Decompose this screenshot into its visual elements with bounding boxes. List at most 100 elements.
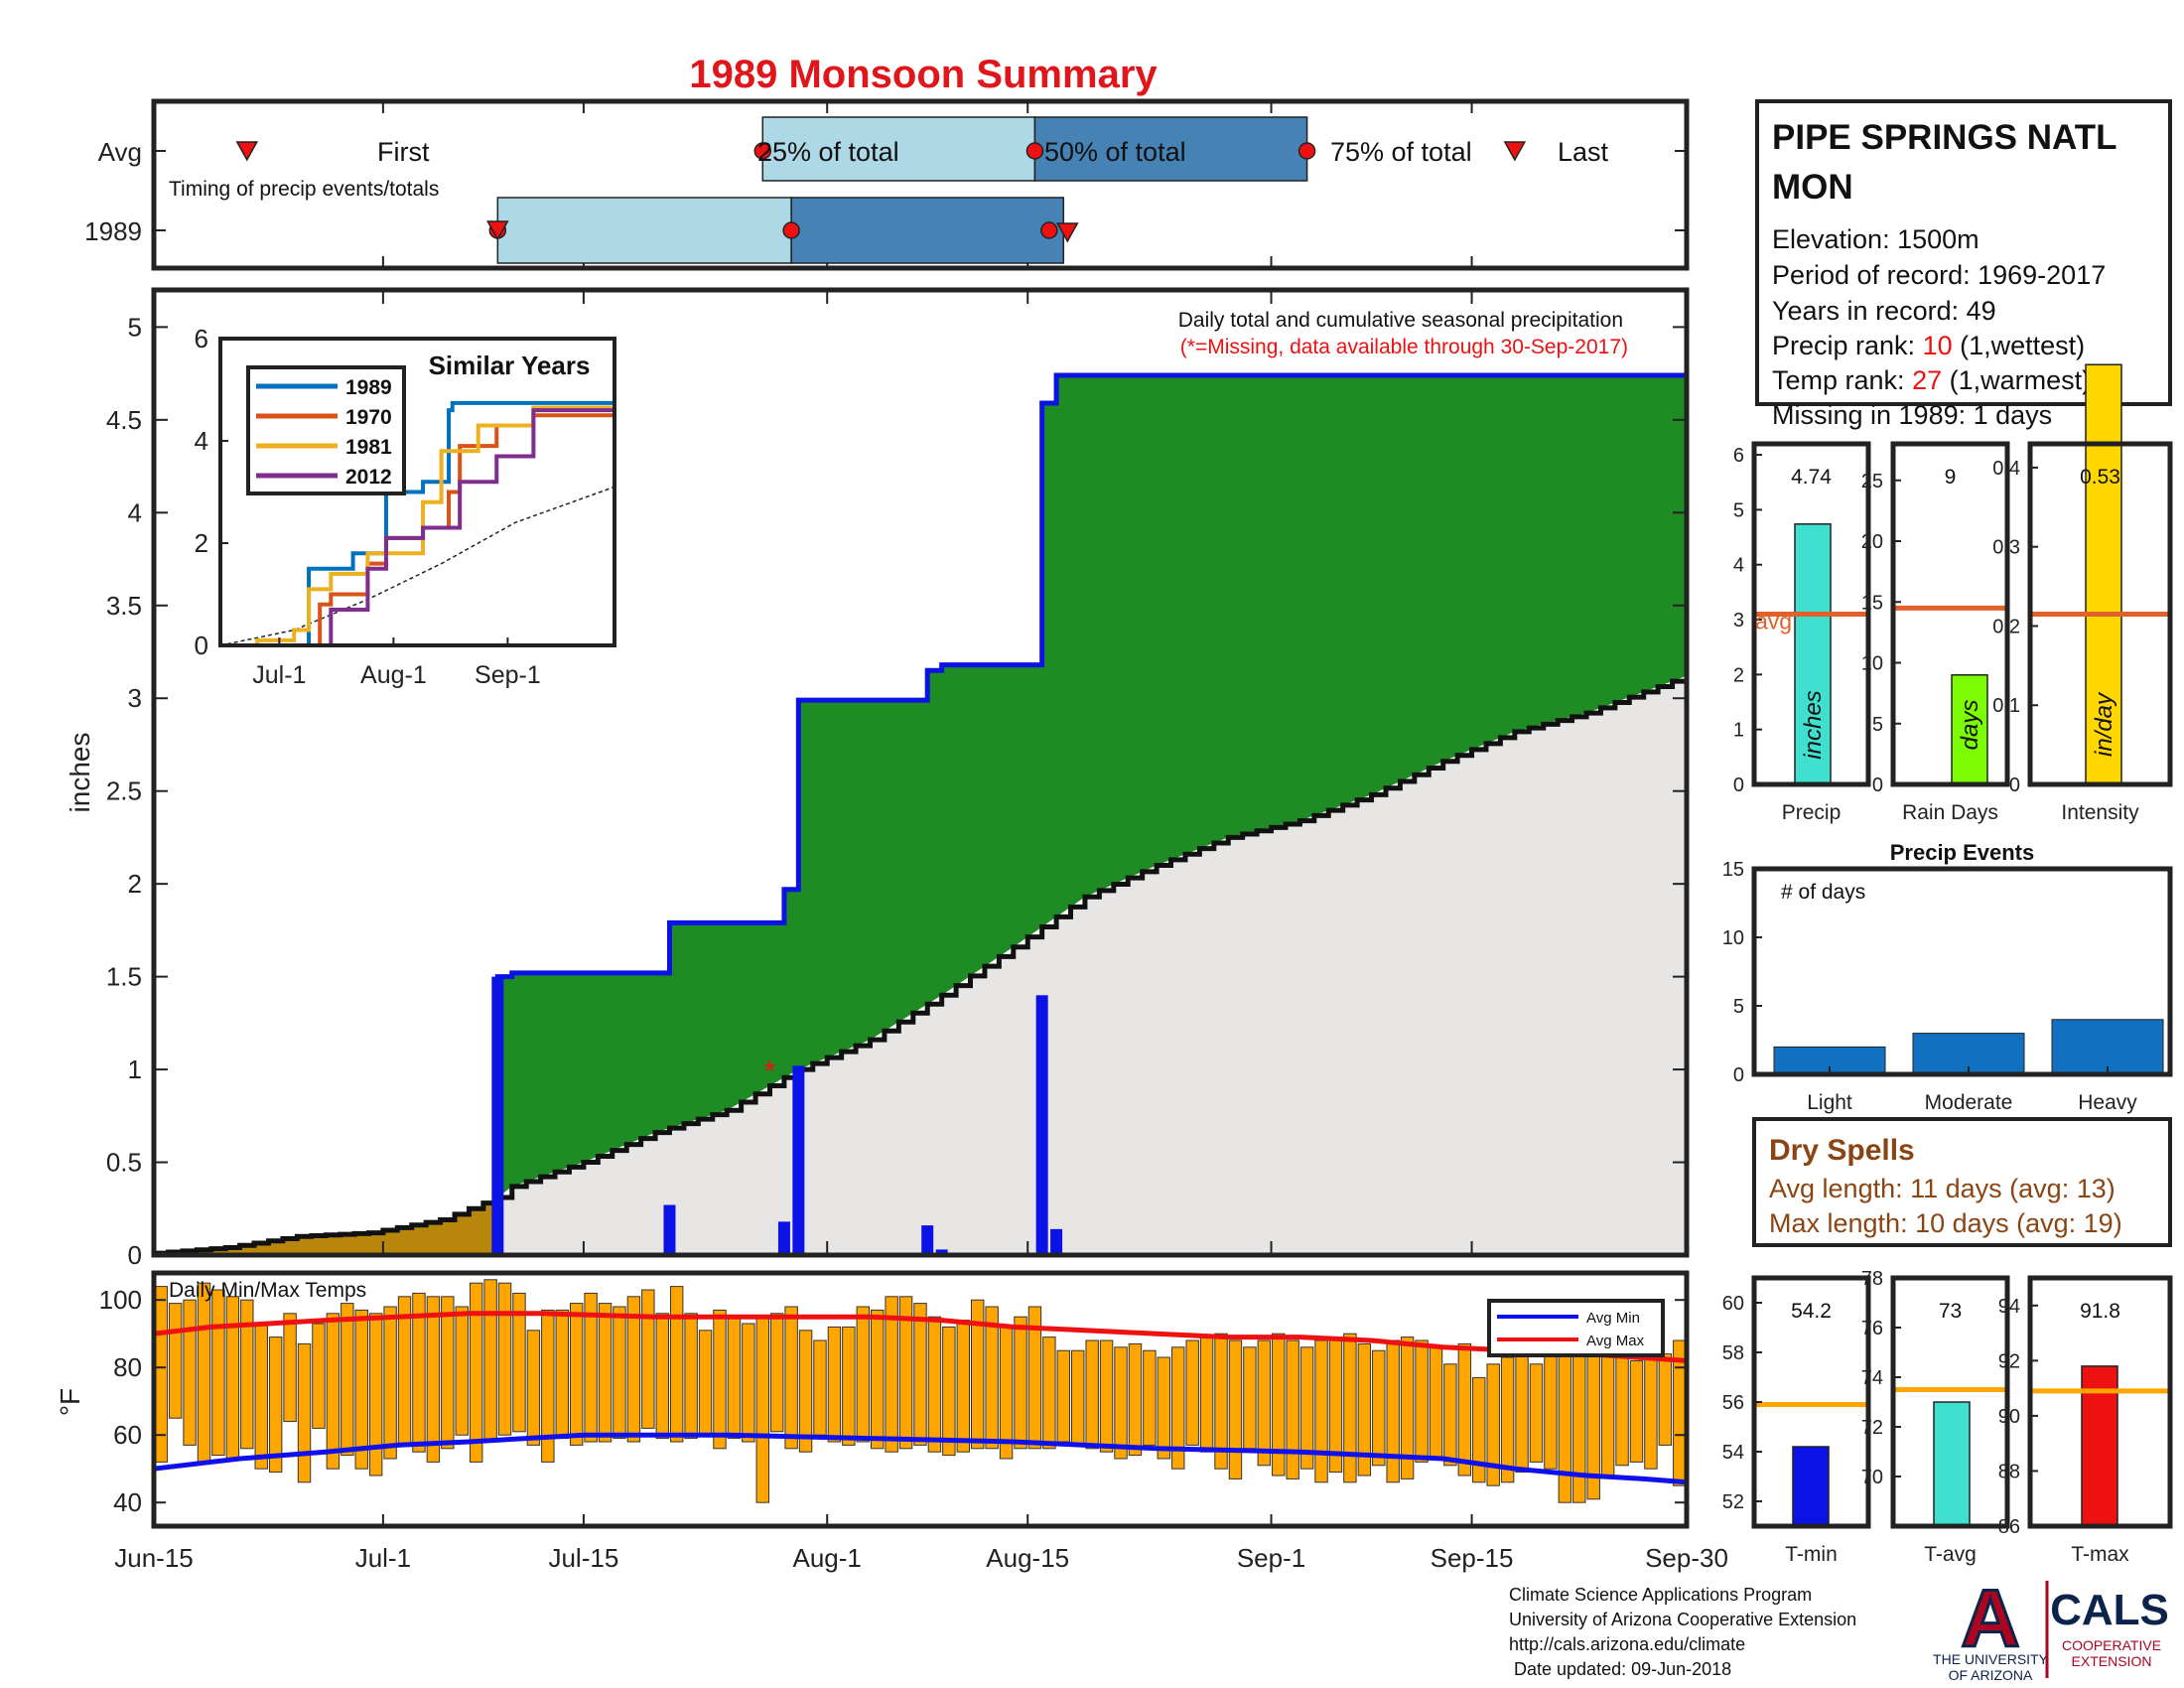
main-ytick-label-10: 5 xyxy=(128,312,142,342)
avg-last-marker xyxy=(1503,141,1527,162)
temp-range-bar-55 xyxy=(942,1326,956,1457)
temp-range-bar-90 xyxy=(1443,1363,1457,1467)
t-avg-xlabel: T-avg xyxy=(1924,1543,1977,1566)
temp-range-bar-45 xyxy=(798,1330,813,1453)
temps-legend-min: Avg Min xyxy=(1586,1310,1640,1327)
similar-years-title: Similar Years xyxy=(429,351,591,380)
rain-days-ytick-label-4: 20 xyxy=(1861,531,1883,553)
avg-max-temp-line xyxy=(153,1311,1688,1363)
temp-range-bar-26 xyxy=(526,1330,541,1446)
temp-range-bar-33 xyxy=(626,1296,641,1443)
temp-range-bar-62 xyxy=(1042,1336,1056,1450)
main-ytick-label-8: 4 xyxy=(128,497,142,527)
t-min-ytick-label-2: 56 xyxy=(1722,1392,1744,1414)
timing-p25-label: 25% of total xyxy=(757,137,899,167)
intensity-ytick-label-0: 0 xyxy=(2009,774,2020,796)
precip-panel: 0 1 2 3 4 5 6 4.74 Precip inches avg xyxy=(1733,441,1871,824)
similar-years-frame xyxy=(218,337,616,647)
year-p75-marker xyxy=(1040,221,1058,239)
temp-range-bar-65 xyxy=(1085,1339,1099,1450)
date-label-1: Jul-1 xyxy=(355,1543,411,1573)
timing-subtitle: Timing of precip events/totals xyxy=(169,178,439,201)
main-ytick-label-4: 2 xyxy=(128,869,142,899)
cals-line2: EXTENSION xyxy=(2072,1653,2152,1669)
temp-range-bar-66 xyxy=(1099,1339,1114,1453)
precip-events-panel: Precip Events Light Moderate Heavy 0 5 10 15 # o… xyxy=(1722,840,2173,1114)
daily-precip-bar-7 xyxy=(1035,995,1048,1255)
temp-range-bar-98 xyxy=(1558,1346,1572,1503)
temp-range-bar-30 xyxy=(584,1292,598,1443)
temp-range-bar-39 xyxy=(713,1309,727,1450)
dry-spells-max: Max length: 10 days (avg: 19) xyxy=(1769,1208,2122,1238)
temp-range-bar-54 xyxy=(927,1316,942,1453)
t-min-bar xyxy=(1792,1446,1830,1527)
intensity-ytick-label-3: 0.3 xyxy=(1992,537,2020,559)
legend-label-2012: 2012 xyxy=(345,466,392,489)
timing-last-label: Last xyxy=(1558,137,1609,167)
temp-range-bar-103 xyxy=(1629,1359,1644,1463)
temp-range-bar-20 xyxy=(441,1296,455,1450)
temp-range-bar-11 xyxy=(312,1323,326,1429)
temps-plot: 40 60 80 100 xyxy=(99,1279,1688,1526)
ua-logo: A THE UNIVERSITY OF ARIZONA xyxy=(1933,1573,2049,1684)
rain-days-ytick-label-3: 15 xyxy=(1861,592,1883,614)
precip-main-panel: * 0 0.5 1 1.5 2 2.5 3 3.5 4 4.5 5 inches Daily tota… xyxy=(65,287,1690,1270)
temps-frame xyxy=(151,1270,1690,1529)
temp-range-bar-68 xyxy=(1128,1342,1143,1457)
temp-range-bar-47 xyxy=(827,1326,842,1443)
temps-panel: 40 60 80 100 Daily Min/Max Temps °F Avg Min… xyxy=(55,1270,1690,1529)
temps-legend-box xyxy=(1487,1299,1665,1357)
t-max-xlabel: T-max xyxy=(2071,1543,2129,1566)
temp-range-bar-52 xyxy=(898,1296,913,1450)
temp-range-bar-13 xyxy=(341,1303,354,1457)
temp-range-bar-23 xyxy=(483,1279,497,1443)
temp-range-bar-43 xyxy=(769,1313,784,1433)
precip-ytick-label-4: 4 xyxy=(1733,555,1744,577)
temp-range-bar-56 xyxy=(956,1320,971,1453)
temp-range-bar-88 xyxy=(1415,1339,1429,1463)
temp-range-bar-83 xyxy=(1343,1333,1357,1483)
station-frame xyxy=(1755,99,2172,406)
precip-main-frame xyxy=(151,287,1690,1258)
missing-data-marker: * xyxy=(764,1055,776,1088)
daily-precip-bar-0 xyxy=(491,976,504,1255)
date-label-0: Jun-15 xyxy=(114,1543,194,1573)
temp-range-bar-21 xyxy=(455,1306,469,1436)
temp-range-bar-72 xyxy=(1185,1339,1199,1446)
temp-range-bar-36 xyxy=(669,1286,684,1443)
date-label-5: Sep-1 xyxy=(1237,1543,1305,1573)
temp-range-bar-50 xyxy=(870,1309,885,1450)
t-max-value-label: 91.8 xyxy=(2080,1300,2120,1323)
figure-title: 1989 Monsoon Summary xyxy=(689,53,1158,96)
intensity-ytick-label-2: 0.2 xyxy=(1992,616,2020,637)
t-max-ytick-label-4: 94 xyxy=(1998,1296,2020,1318)
inset-ytick-label-0: 0 xyxy=(195,631,208,660)
t-min-ytick-label-1: 54 xyxy=(1722,1442,1744,1464)
avg-cumulative-line xyxy=(154,675,1690,1256)
daily-precip-bar-2 xyxy=(663,1204,676,1255)
t-min-xlabel: T-min xyxy=(1785,1543,1838,1566)
temp-range-bar-87 xyxy=(1400,1336,1415,1479)
t-avg-ytick-label-3: 76 xyxy=(1861,1318,1883,1339)
rain-days-panel: 0 5 10 15 20 25 9 Rain Days days xyxy=(1861,441,2010,824)
similar-years-avg-line xyxy=(219,486,615,646)
inset-ytick-label-2: 4 xyxy=(195,426,208,456)
precip-main-ylabel: inches xyxy=(65,733,95,813)
temp-rank-note: (1,warmest) xyxy=(1942,365,2091,395)
temp-ytick-label-1: 60 xyxy=(113,1420,142,1450)
temp-range-bar-27 xyxy=(541,1309,555,1463)
daily-precip-bar-3 xyxy=(777,1221,790,1255)
temp-range-bar-96 xyxy=(1529,1363,1544,1463)
timing-panel: Avg 1989 Timing of precip events/totals … xyxy=(84,98,1690,271)
temp-range-bar-94 xyxy=(1500,1356,1515,1483)
rain-days-frame xyxy=(1890,441,2010,787)
temp-range-bar-37 xyxy=(684,1313,698,1440)
legend-label-1989: 1989 xyxy=(345,376,392,399)
rain-days-ytick-label-1: 5 xyxy=(1872,714,1883,736)
date-label-2: Jul-15 xyxy=(548,1543,618,1573)
cumulative-1989-line xyxy=(154,372,1687,1258)
date-label-6: Sep-15 xyxy=(1431,1543,1514,1573)
temp-range-bar-10 xyxy=(297,1342,312,1483)
precip-avg-label: avg xyxy=(1755,609,1792,634)
